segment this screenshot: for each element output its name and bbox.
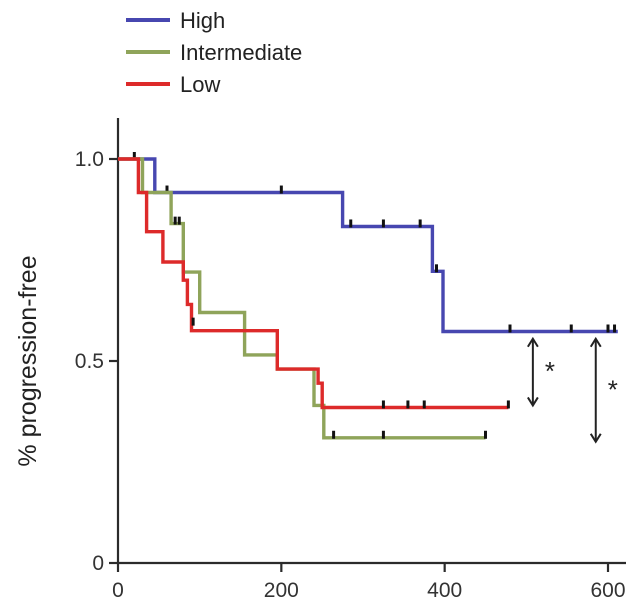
arrow-head-down <box>527 396 539 408</box>
legend-label: Low <box>180 72 220 97</box>
series-low <box>118 157 510 410</box>
series-layer <box>118 152 618 440</box>
x-tick-label: 200 <box>264 579 299 602</box>
legend-item-intermediate: Intermediate <box>126 40 302 65</box>
x-tick-label: 0 <box>112 579 124 602</box>
significance-star: * <box>545 356 555 386</box>
annotation-layer: ** <box>527 336 618 444</box>
y-tick-label: 0 <box>92 552 104 575</box>
significance-bracket: * <box>527 336 555 408</box>
series-intermediate <box>118 157 487 440</box>
arrow-head-up <box>589 336 602 348</box>
legend-label: Intermediate <box>180 40 302 65</box>
axes: 0 0.5 1.0 0 200 400 600 % progression-free <box>14 118 626 602</box>
y-tick-label: 0.5 <box>75 350 104 373</box>
legend-item-high: High <box>126 8 225 33</box>
x-tick-label: 400 <box>427 579 462 602</box>
significance-star: * <box>608 374 618 404</box>
y-axis-title: % progression-free <box>14 255 42 466</box>
series-line-high <box>118 157 618 334</box>
x-tick-label: 600 <box>590 579 625 602</box>
arrow-head-up <box>527 336 539 348</box>
legend-item-low: Low <box>126 72 220 97</box>
series-line-intermediate <box>118 157 486 440</box>
series-line-low <box>118 157 509 410</box>
legend: High Intermediate Low <box>126 8 302 97</box>
arrow-head-down <box>589 433 602 444</box>
y-tick-label: 1.0 <box>75 148 104 171</box>
legend-label: High <box>180 8 225 33</box>
significance-bracket: * <box>589 336 618 444</box>
